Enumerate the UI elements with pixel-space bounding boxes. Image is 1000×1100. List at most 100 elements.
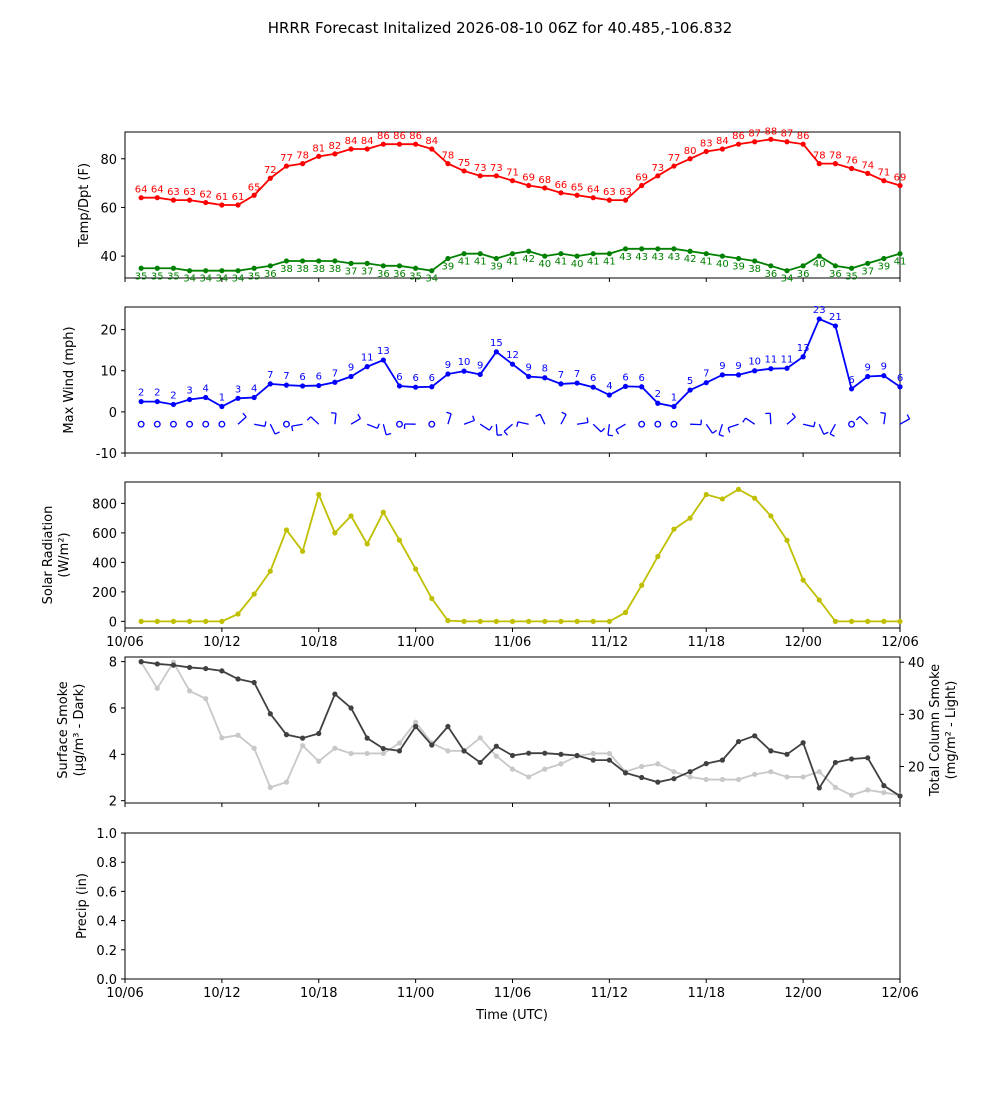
dewpoint-series-point: [800, 263, 806, 269]
temp-series-point: [590, 195, 596, 201]
calm-wind-circle: [283, 420, 290, 428]
surface-smoke-series-point: [170, 662, 177, 668]
wind-data-label: 13: [797, 343, 810, 354]
temp-series-point: [703, 148, 709, 155]
y-tick-label: 0: [109, 406, 117, 421]
temp-series-point: [413, 141, 419, 147]
temp-series-point: [267, 175, 273, 181]
dewpoint-data-label: 43: [668, 252, 681, 263]
surface-smoke-series-point: [671, 776, 677, 782]
dewpoint-data-label: 42: [684, 254, 697, 265]
dewpoint-data-label: 42: [522, 254, 535, 265]
temp-data-label: 84: [361, 136, 374, 147]
temp-series-point: [768, 136, 774, 142]
calm-wind-circle: [153, 420, 161, 428]
wind-data-label: 23: [813, 305, 826, 316]
total-column-smoke-series-point: [283, 779, 290, 785]
solar-series-point: [800, 577, 806, 583]
wind-barb-flag: [906, 414, 911, 420]
temp-series-point: [364, 146, 370, 152]
surface-smoke-series-point: [413, 723, 419, 730]
calm-wind-circle: [186, 420, 194, 428]
wind-barb-shaft: [883, 413, 887, 425]
temp-data-label: 86: [409, 131, 422, 142]
temp-series-point: [687, 156, 693, 162]
wind-series-point: [364, 364, 370, 370]
wind-barb-flag: [446, 411, 452, 415]
wind-series-point: [832, 323, 839, 329]
y-tick-label: 2: [109, 795, 117, 810]
total-column-smoke-series-point: [203, 696, 209, 702]
wind-barb-flag: [503, 431, 508, 436]
surface-smoke-series-point: [639, 774, 645, 781]
temp-data-label: 61: [216, 192, 229, 203]
wind-series-point: [719, 372, 725, 378]
temp-data-label: 84: [425, 136, 438, 147]
dewpoint-series-point: [283, 258, 290, 264]
temp-data-label: 65: [571, 182, 584, 193]
temp-series-point: [251, 192, 257, 198]
wind-series-point: [639, 384, 645, 390]
temp-data-label: 86: [393, 131, 406, 142]
total-column-smoke-series-point: [655, 761, 661, 767]
wind-series-point: [655, 400, 661, 406]
y-tick-label: 80: [100, 153, 117, 168]
solar-series-point: [203, 618, 209, 624]
temp-data-label: 78: [813, 151, 826, 162]
wind-barb-shaft: [366, 423, 378, 429]
total-column-smoke-series-point: [396, 740, 403, 746]
surface-smoke-series-point: [606, 757, 612, 763]
surface-smoke-series-point: [784, 751, 790, 757]
solar-series-point: [606, 618, 612, 624]
wind-data-label: 11: [361, 353, 374, 364]
surface-smoke-series-point: [848, 756, 855, 762]
y-tick-label: 1.0: [96, 827, 117, 842]
temp-data-label: 72: [264, 165, 277, 176]
temp-series-point: [300, 161, 306, 167]
total-column-smoke-series-point: [526, 774, 532, 780]
wind-barb-flag: [607, 434, 614, 437]
dewpoint-series-point: [606, 251, 612, 257]
wind-barb-flag: [331, 412, 337, 414]
dewpoint-data-label: 38: [312, 264, 325, 275]
wind-data-label: 2: [170, 390, 176, 401]
dewpoint-series-point: [622, 246, 629, 252]
dewpoint-data-label: 35: [167, 271, 180, 282]
total-column-smoke-series-point: [816, 769, 822, 775]
wind-data-label: 7: [283, 371, 289, 382]
solar-series-point: [655, 553, 661, 560]
dewpoint-data-label: 36: [393, 269, 406, 280]
surface-smoke-series-point: [590, 757, 596, 763]
temp-series-point: [186, 197, 193, 203]
wind-barb-flag: [264, 421, 267, 427]
x-tick-label: 10/06: [106, 635, 143, 650]
wind-series-point: [477, 371, 483, 378]
wind-series-point: [170, 401, 177, 408]
wind-barb-flag: [242, 412, 247, 418]
y-axis-label: Temp/Dpt (F): [77, 163, 92, 248]
dewpoint-series-point: [186, 268, 193, 274]
surface-smoke-series-point: [332, 691, 338, 697]
wind-series-point: [138, 398, 144, 405]
y-tick-label: -10: [96, 447, 117, 462]
wind-data-label: 7: [574, 369, 580, 380]
wind-series-point: [380, 357, 386, 363]
solar-series-point: [348, 513, 354, 519]
total-column-smoke-series-point: [800, 774, 806, 780]
surface-smoke-series-point: [800, 740, 806, 746]
solar-series-point: [816, 597, 822, 603]
dewpoint-data-label: 40: [813, 259, 826, 270]
temp-series-point: [283, 163, 290, 169]
solar-series-point: [526, 618, 532, 624]
solar-series-point: [170, 618, 177, 624]
surface-smoke-series-point: [251, 679, 257, 686]
y-axis-label: Max Wind (mph): [62, 326, 77, 433]
dewpoint-data-label: 34: [216, 274, 229, 285]
wind-barb-shaft: [254, 423, 266, 427]
temp-series-point: [332, 151, 338, 157]
wind-barb-shaft: [592, 423, 602, 433]
wind-data-label: 6: [622, 372, 628, 383]
total-column-smoke-series-point: [735, 776, 742, 783]
dewpoint-series-point: [219, 268, 225, 274]
y-tick-label: 0.4: [96, 915, 117, 930]
